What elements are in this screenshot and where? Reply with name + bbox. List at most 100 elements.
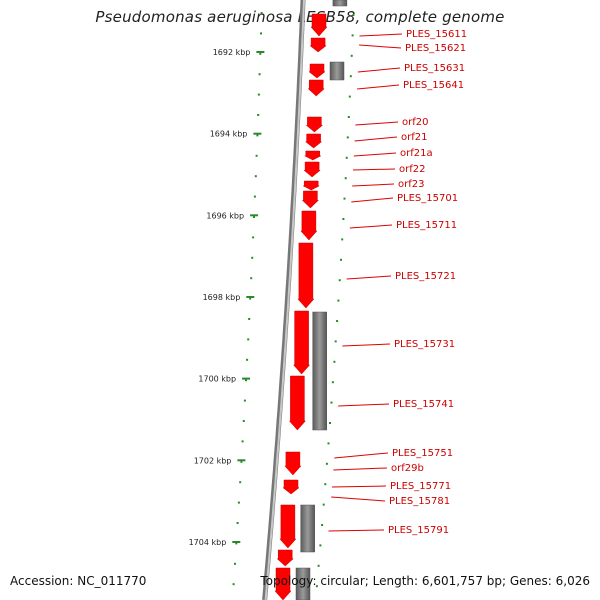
minor-tick-right xyxy=(336,320,339,322)
callout-line xyxy=(328,529,385,532)
gene-arrow[interactable] xyxy=(293,310,311,375)
gene-label[interactable]: orf21a xyxy=(400,148,433,159)
ruler-label: 1698 kbp xyxy=(203,293,241,302)
callout-line xyxy=(346,275,392,280)
minor-tick-right xyxy=(345,156,348,159)
minor-tick xyxy=(247,338,250,341)
gene-arrow[interactable] xyxy=(304,133,323,149)
gene-label[interactable]: PLES_15611 xyxy=(406,29,467,40)
gene-arrow[interactable] xyxy=(282,479,300,495)
callout-line xyxy=(359,33,403,37)
minor-tick-right xyxy=(338,279,341,282)
minor-tick-right xyxy=(348,95,351,98)
callout-line xyxy=(354,136,398,142)
minor-tick-right xyxy=(337,299,340,302)
gene-label[interactable]: PLES_15621 xyxy=(405,43,466,54)
gene-label[interactable]: PLES_15711 xyxy=(396,220,457,231)
gene-label[interactable]: orf21 xyxy=(401,132,427,143)
gene-label[interactable]: PLES_15791 xyxy=(388,525,449,536)
minor-tick-right xyxy=(344,177,347,180)
gene-arrow[interactable] xyxy=(300,210,318,241)
minor-tick xyxy=(243,399,246,402)
minor-tick xyxy=(246,358,249,361)
minor-tick xyxy=(234,562,236,565)
gene-label[interactable]: PLES_15771 xyxy=(390,481,451,492)
gene-arrow[interactable] xyxy=(305,116,324,133)
minor-tick xyxy=(239,481,242,484)
major-tick xyxy=(253,132,262,135)
gene-arrow[interactable] xyxy=(276,549,294,567)
major-tick xyxy=(237,459,246,462)
gene-label[interactable]: PLES_15781 xyxy=(389,496,450,507)
minor-tick xyxy=(254,175,257,178)
ruler-label: 1692 kbp xyxy=(213,48,251,57)
major-tick xyxy=(256,51,265,53)
minor-tick-right xyxy=(350,54,353,57)
gene-label[interactable]: orf29b xyxy=(391,463,424,474)
minor-tick xyxy=(257,114,260,116)
gene-arrow[interactable] xyxy=(297,242,315,309)
callout-line xyxy=(351,197,394,203)
minor-tick xyxy=(248,318,251,320)
accession-label: Accession: NC_011770 xyxy=(10,574,147,588)
callout-line xyxy=(338,403,390,407)
gene-label[interactable]: PLES_15641 xyxy=(403,80,464,91)
gene-label[interactable]: orf22 xyxy=(399,164,425,175)
gene-label[interactable]: orf23 xyxy=(398,179,424,190)
callout-line xyxy=(352,183,395,187)
non-coding-feature[interactable] xyxy=(332,0,348,7)
gene-arrow[interactable] xyxy=(303,180,320,191)
minor-tick xyxy=(252,236,255,239)
minor-tick xyxy=(235,542,238,545)
callout-line xyxy=(331,485,387,488)
minor-tick-right xyxy=(321,524,324,526)
gene-label[interactable]: PLES_15631 xyxy=(404,63,465,74)
callout-line xyxy=(357,67,401,73)
minor-tick-right xyxy=(352,14,355,16)
callout-line xyxy=(357,84,400,90)
gene-arrow[interactable] xyxy=(309,37,327,53)
minor-tick xyxy=(256,134,259,137)
gene-arrow[interactable] xyxy=(288,375,306,431)
major-tick xyxy=(246,296,255,298)
ruler-label: 1704 kbp xyxy=(189,538,227,547)
minor-tick-right xyxy=(334,340,337,343)
minor-tick-right xyxy=(322,503,325,506)
callout-line xyxy=(334,452,389,459)
callout-line xyxy=(359,44,402,49)
gene-arrow[interactable] xyxy=(303,161,321,178)
callout-line xyxy=(353,152,397,157)
gene-label[interactable]: PLES_15721 xyxy=(395,271,456,282)
gene-label[interactable]: PLES_15741 xyxy=(393,399,454,410)
minor-tick xyxy=(237,501,240,504)
gene-arrow[interactable] xyxy=(304,150,321,161)
minor-tick xyxy=(240,460,243,463)
minor-tick-right xyxy=(333,360,336,363)
non-coding-feature[interactable] xyxy=(329,61,345,81)
non-coding-feature[interactable] xyxy=(312,311,327,431)
non-coding-feature[interactable] xyxy=(295,567,311,600)
gene-label[interactable]: PLES_15701 xyxy=(397,193,458,204)
gene-arrow[interactable] xyxy=(274,567,292,600)
gene-arrow[interactable] xyxy=(284,451,302,476)
gene-arrow[interactable] xyxy=(301,190,320,209)
gene-label[interactable]: PLES_15731 xyxy=(394,339,455,350)
minor-tick-right xyxy=(347,116,350,118)
minor-tick-right xyxy=(327,442,330,445)
minor-tick-right xyxy=(315,585,318,588)
gene-arrow[interactable] xyxy=(279,504,297,549)
minor-tick-right xyxy=(343,197,346,200)
minor-tick xyxy=(241,440,244,443)
genome-summary: Topology: circular; Length: 6,601,757 bp… xyxy=(260,574,590,588)
minor-tick-right xyxy=(330,401,333,404)
minor-tick xyxy=(260,32,262,35)
minor-tick-right xyxy=(317,564,320,567)
callout-line xyxy=(333,467,388,471)
minor-tick-right xyxy=(342,218,345,220)
gene-arrow[interactable] xyxy=(310,13,328,37)
gene-arrow[interactable] xyxy=(307,79,325,97)
gene-label[interactable]: PLES_15751 xyxy=(392,448,453,459)
gene-label[interactable]: orf20 xyxy=(402,117,428,128)
gene-arrow[interactable] xyxy=(308,63,326,79)
non-coding-feature[interactable] xyxy=(300,504,315,553)
